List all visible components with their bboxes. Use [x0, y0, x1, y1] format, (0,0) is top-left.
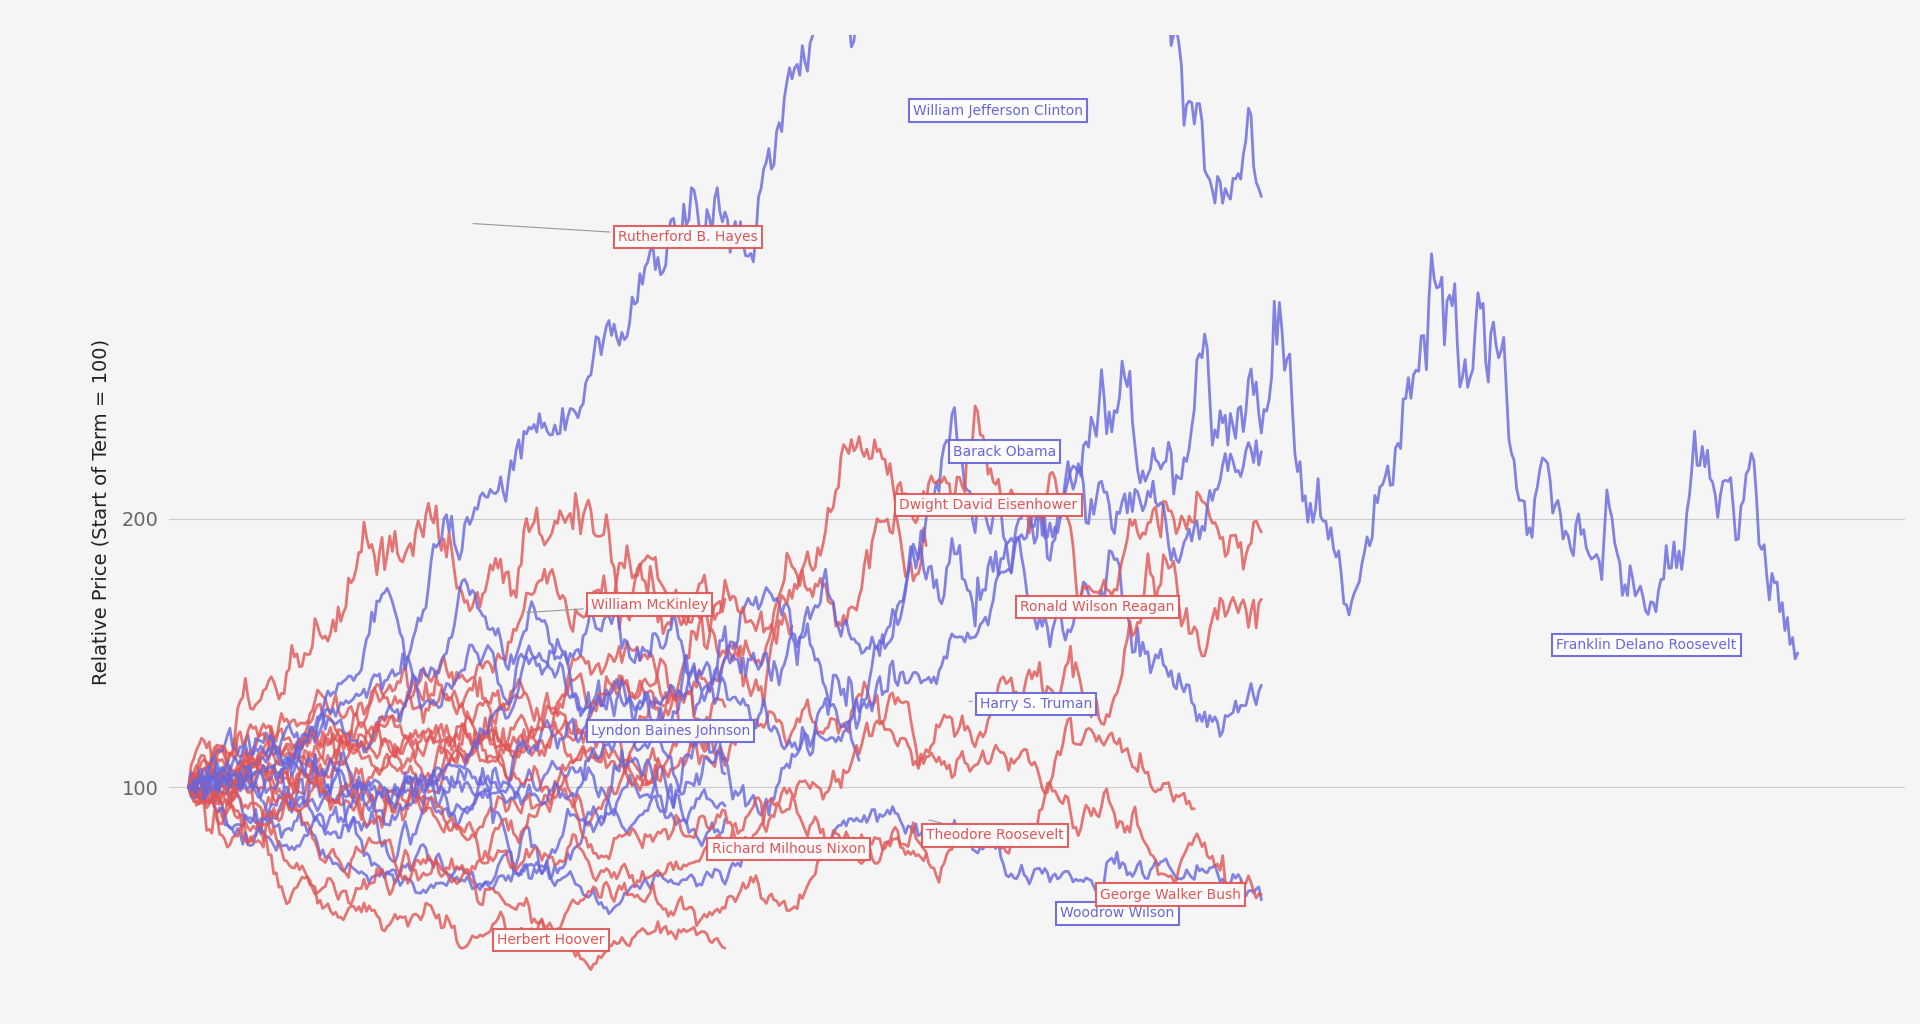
Text: Ronald Wilson Reagan: Ronald Wilson Reagan [1020, 600, 1175, 614]
Text: Barack Obama: Barack Obama [952, 444, 1056, 459]
Text: Herbert Hoover: Herbert Hoover [497, 933, 605, 947]
Y-axis label: Relative Price (Start of Term = 100): Relative Price (Start of Term = 100) [92, 339, 111, 685]
Text: Harry S. Truman: Harry S. Truman [970, 697, 1092, 711]
Text: Woodrow Wilson: Woodrow Wilson [1060, 906, 1175, 921]
Text: Theodore Roosevelt: Theodore Roosevelt [925, 820, 1064, 843]
Text: William McKinley: William McKinley [526, 598, 708, 612]
Text: William Jefferson Clinton: William Jefferson Clinton [912, 102, 1083, 118]
Text: Lyndon Baines Johnson: Lyndon Baines Johnson [591, 724, 751, 738]
Text: Richard Milhous Nixon: Richard Milhous Nixon [712, 841, 866, 856]
Text: Franklin Delano Roosevelt: Franklin Delano Roosevelt [1557, 638, 1736, 652]
Text: George Walker Bush: George Walker Bush [1100, 885, 1242, 901]
Text: Dwight David Eisenhower: Dwight David Eisenhower [899, 499, 1077, 512]
Text: Rutherford B. Hayes: Rutherford B. Hayes [472, 223, 758, 244]
